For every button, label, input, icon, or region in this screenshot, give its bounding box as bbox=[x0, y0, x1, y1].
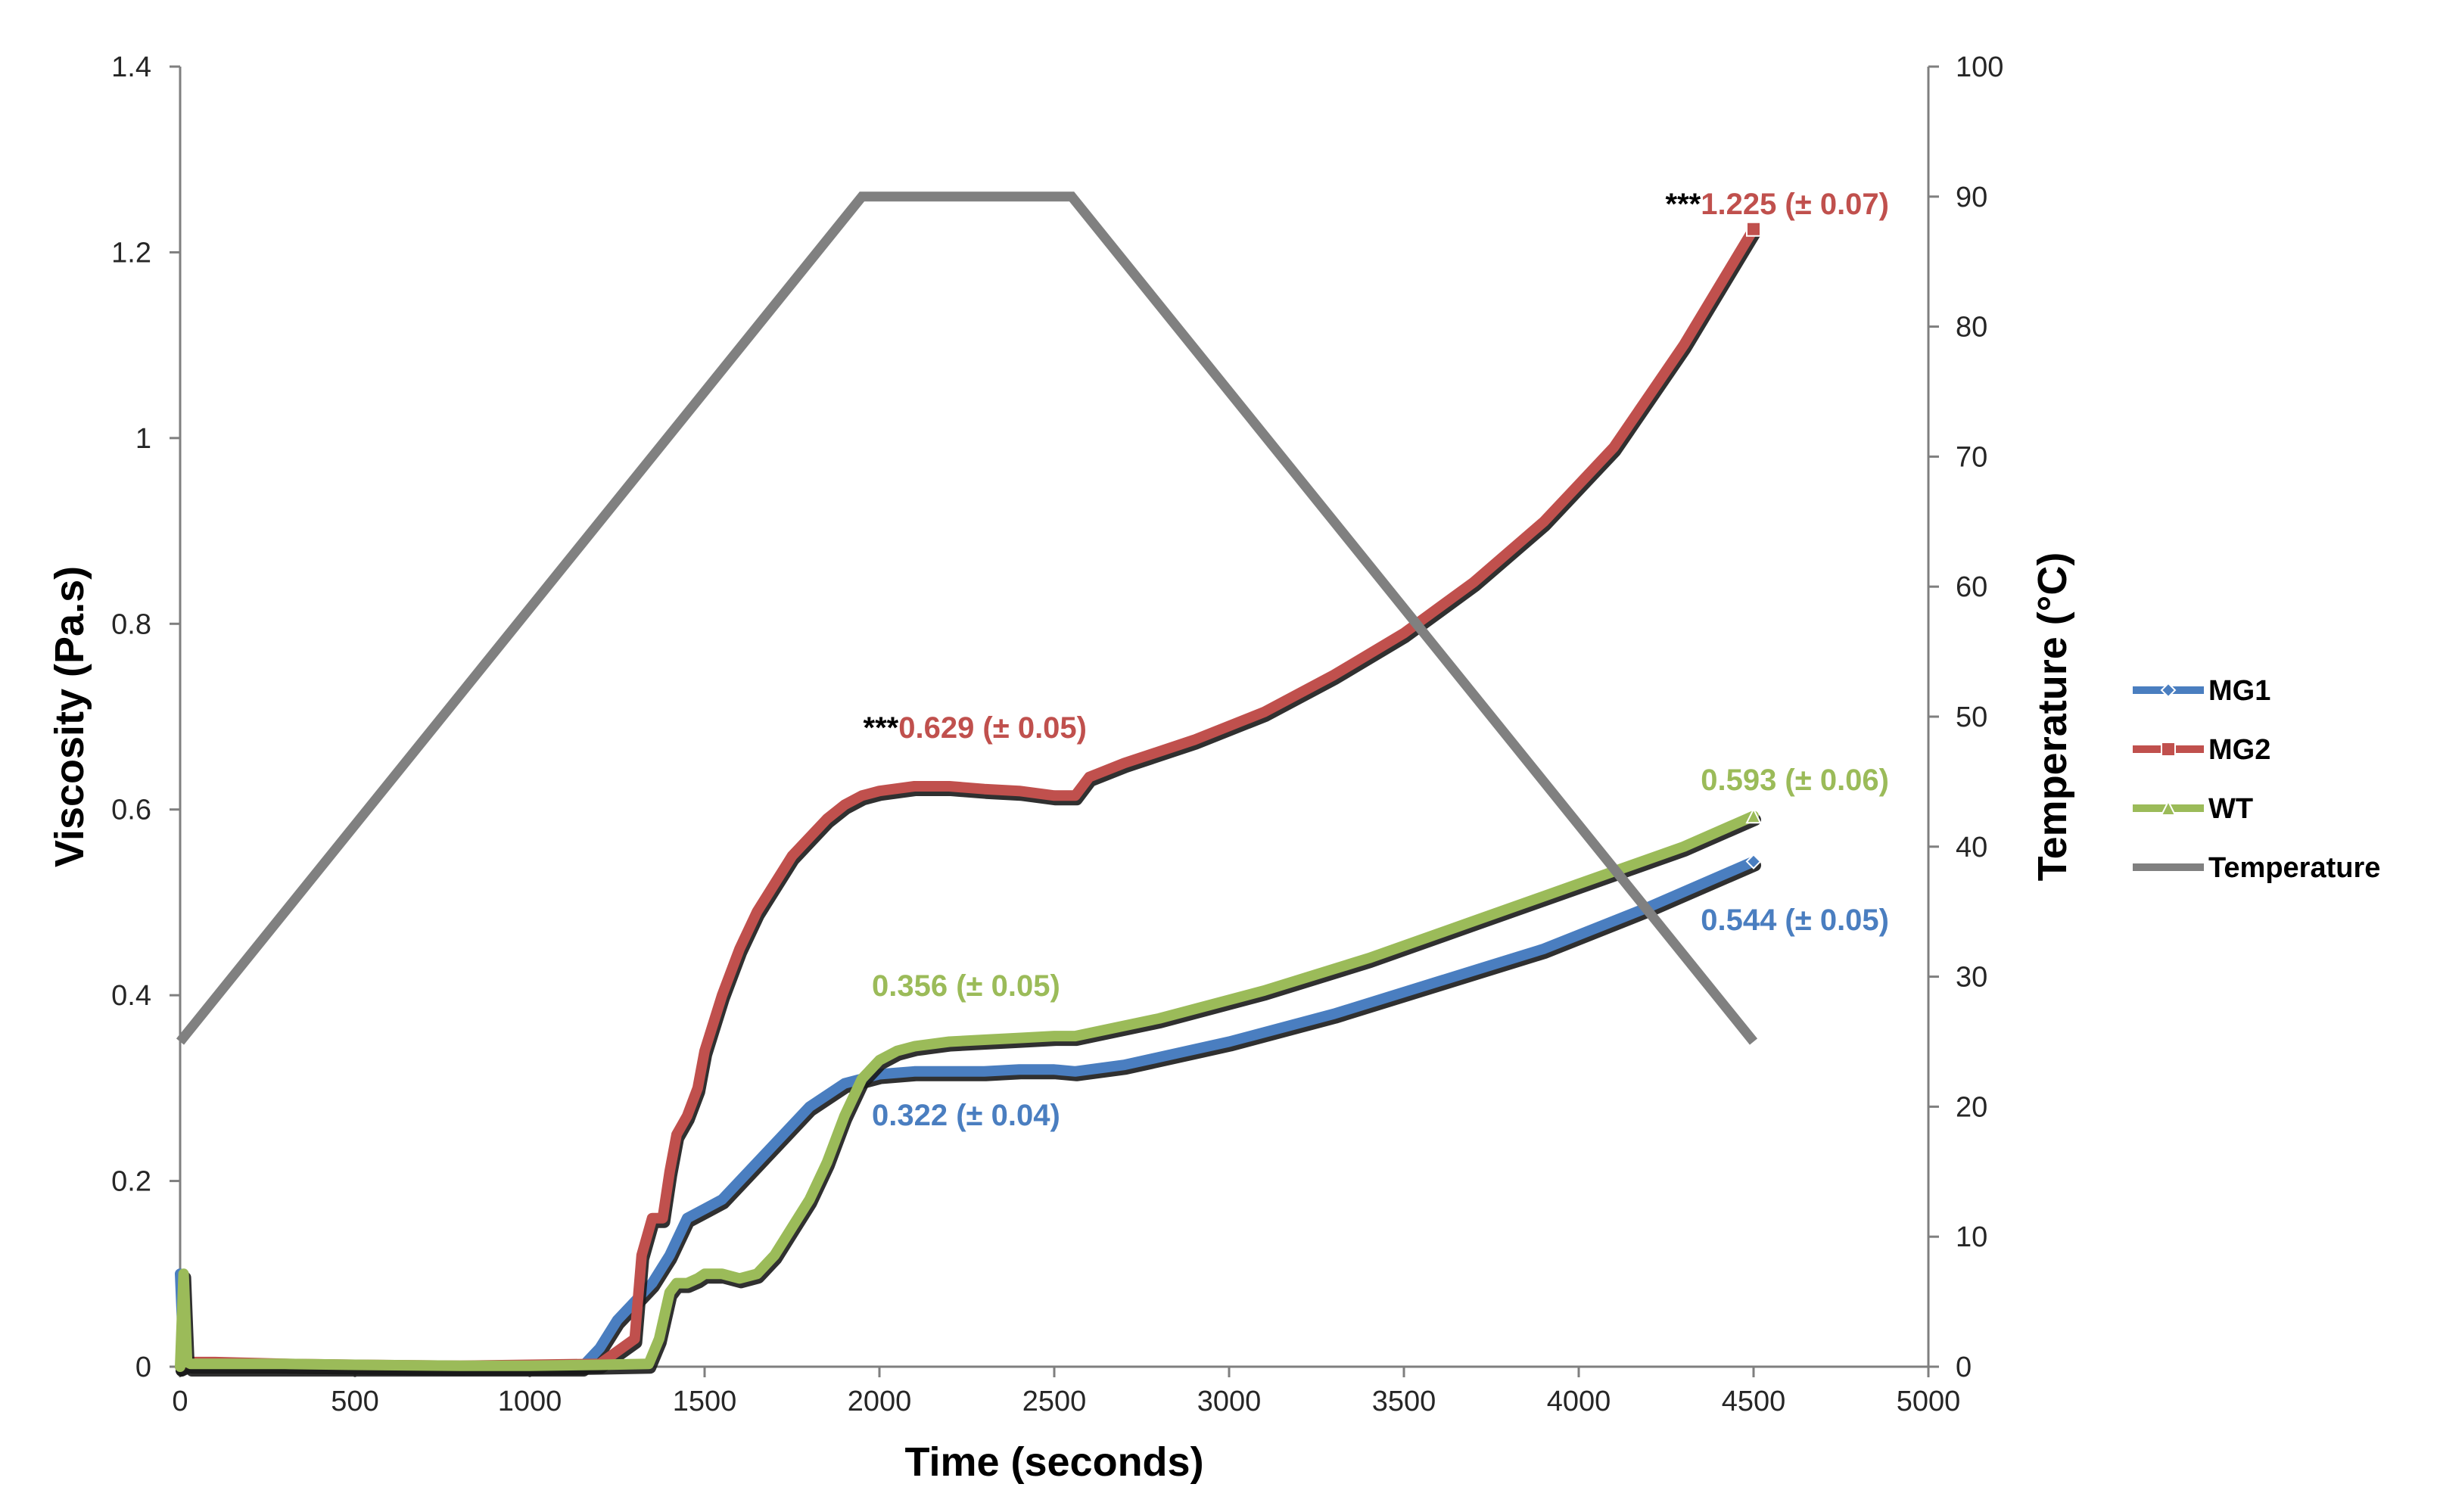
legend-label-mg1: MG1 bbox=[2208, 675, 2270, 707]
legend-item-temperature: Temperature bbox=[2133, 852, 2380, 884]
data-value-label: 0.322 (± 0.04) bbox=[872, 1099, 1060, 1132]
left-y-tick-label: 0.2 bbox=[111, 1166, 151, 1198]
legend: MG1 MG2 WT Temperature bbox=[2133, 675, 2380, 884]
right-y-tick-label: 80 bbox=[1956, 312, 1987, 344]
series-wt bbox=[175, 807, 1762, 1377]
series-line-temperature bbox=[176, 191, 1758, 1045]
series-temperature bbox=[176, 191, 1758, 1045]
x-tick-label: 2500 bbox=[1022, 1386, 1087, 1417]
value-text: 0.322 (± 0.04) bbox=[872, 1099, 1060, 1132]
right-y-tick-label: 40 bbox=[1956, 832, 1987, 863]
left-y-tick-label: 1.4 bbox=[111, 51, 151, 83]
left-y-tick-label: 0.6 bbox=[111, 795, 151, 826]
x-tick-label: 5000 bbox=[1897, 1386, 1961, 1417]
data-value-label: 0.544 (± 0.05) bbox=[1701, 904, 1889, 937]
legend-label-temperature: Temperature bbox=[2208, 852, 2380, 884]
left-y-tick-label: 1.2 bbox=[111, 237, 151, 269]
right-y-tick-label: 30 bbox=[1956, 962, 1987, 994]
x-ticks: 0 500 1000 1500 2000 2500 3000 3500 4000 4500 5000 bbox=[172, 1367, 1960, 1417]
legend-marker-mg2 bbox=[2161, 742, 2176, 757]
value-text: 0.356 (± 0.05) bbox=[872, 969, 1060, 1003]
value-text: 1.225 (± 0.07) bbox=[1701, 188, 1889, 221]
annotation-layer: ***1.225 (± 0.07)***0.629 (± 0.05)0.593 … bbox=[864, 188, 1889, 1132]
x-tick-label: 1500 bbox=[673, 1386, 737, 1417]
right-y-tick-label: 70 bbox=[1956, 441, 1987, 473]
value-text: 0.593 (± 0.06) bbox=[1701, 764, 1889, 797]
x-axis-title: Time (seconds) bbox=[904, 1439, 1203, 1485]
data-value-label: ***0.629 (± 0.05) bbox=[864, 711, 1087, 745]
series-end-marker-wt bbox=[1745, 807, 1762, 824]
series-end-marker-mg1 bbox=[1745, 854, 1762, 870]
left-y-tick-label: 0.8 bbox=[111, 608, 151, 640]
value-text: 0.544 (± 0.05) bbox=[1701, 904, 1889, 937]
significance-stars: *** bbox=[1666, 188, 1701, 221]
data-value-label: 0.356 (± 0.05) bbox=[872, 969, 1060, 1003]
series-line-wt bbox=[175, 810, 1759, 1372]
left-y-axis-title: Viscosity (Pa.s) bbox=[47, 566, 92, 867]
right-y-axis-title: Temperature (°C) bbox=[2030, 552, 2075, 882]
legend-item-wt: WT bbox=[2133, 793, 2253, 825]
left-y-tick-label: 0 bbox=[135, 1352, 151, 1383]
significance-stars: *** bbox=[864, 711, 899, 745]
value-text: 0.629 (± 0.05) bbox=[898, 711, 1087, 745]
series-layer bbox=[175, 191, 1762, 1377]
x-tick-label: 0 bbox=[172, 1386, 188, 1417]
left-y-tick-label: 0.4 bbox=[111, 980, 151, 1012]
series-end-marker-mg2 bbox=[1746, 221, 1761, 237]
x-tick-label: 3000 bbox=[1197, 1386, 1262, 1417]
right-y-tick-label: 60 bbox=[1956, 571, 1987, 603]
right-y-tick-label: 90 bbox=[1956, 182, 1987, 213]
right-y-tick-label: 100 bbox=[1956, 51, 2003, 83]
legend-marker-mg1 bbox=[2160, 682, 2177, 698]
right-y-ticks: 0 10 20 30 40 50 60 70 80 90 100 bbox=[1928, 51, 2003, 1383]
data-value-label: ***1.225 (± 0.07) bbox=[1666, 188, 1889, 221]
left-y-tick-label: 1 bbox=[135, 423, 151, 455]
data-value-label: 0.593 (± 0.06) bbox=[1701, 764, 1889, 797]
legend-label-mg2: MG2 bbox=[2208, 734, 2270, 766]
legend-item-mg1: MG1 bbox=[2133, 675, 2270, 707]
legend-label-wt: WT bbox=[2208, 793, 2253, 825]
right-y-tick-label: 50 bbox=[1956, 702, 1987, 733]
x-tick-label: 1000 bbox=[498, 1386, 562, 1417]
legend-marker-wt bbox=[2160, 799, 2177, 816]
x-tick-label: 3500 bbox=[1372, 1386, 1436, 1417]
right-y-tick-label: 20 bbox=[1956, 1091, 1987, 1123]
x-tick-label: 500 bbox=[331, 1386, 378, 1417]
left-y-ticks: 0 0.2 0.4 0.6 0.8 1 1.2 1.4 bbox=[111, 51, 180, 1383]
x-tick-label: 4500 bbox=[1722, 1386, 1786, 1417]
right-y-tick-label: 10 bbox=[1956, 1221, 1987, 1253]
right-y-tick-label: 0 bbox=[1956, 1352, 1972, 1383]
x-tick-label: 2000 bbox=[848, 1386, 912, 1417]
x-tick-label: 4000 bbox=[1547, 1386, 1611, 1417]
legend-item-mg2: MG2 bbox=[2133, 734, 2270, 766]
